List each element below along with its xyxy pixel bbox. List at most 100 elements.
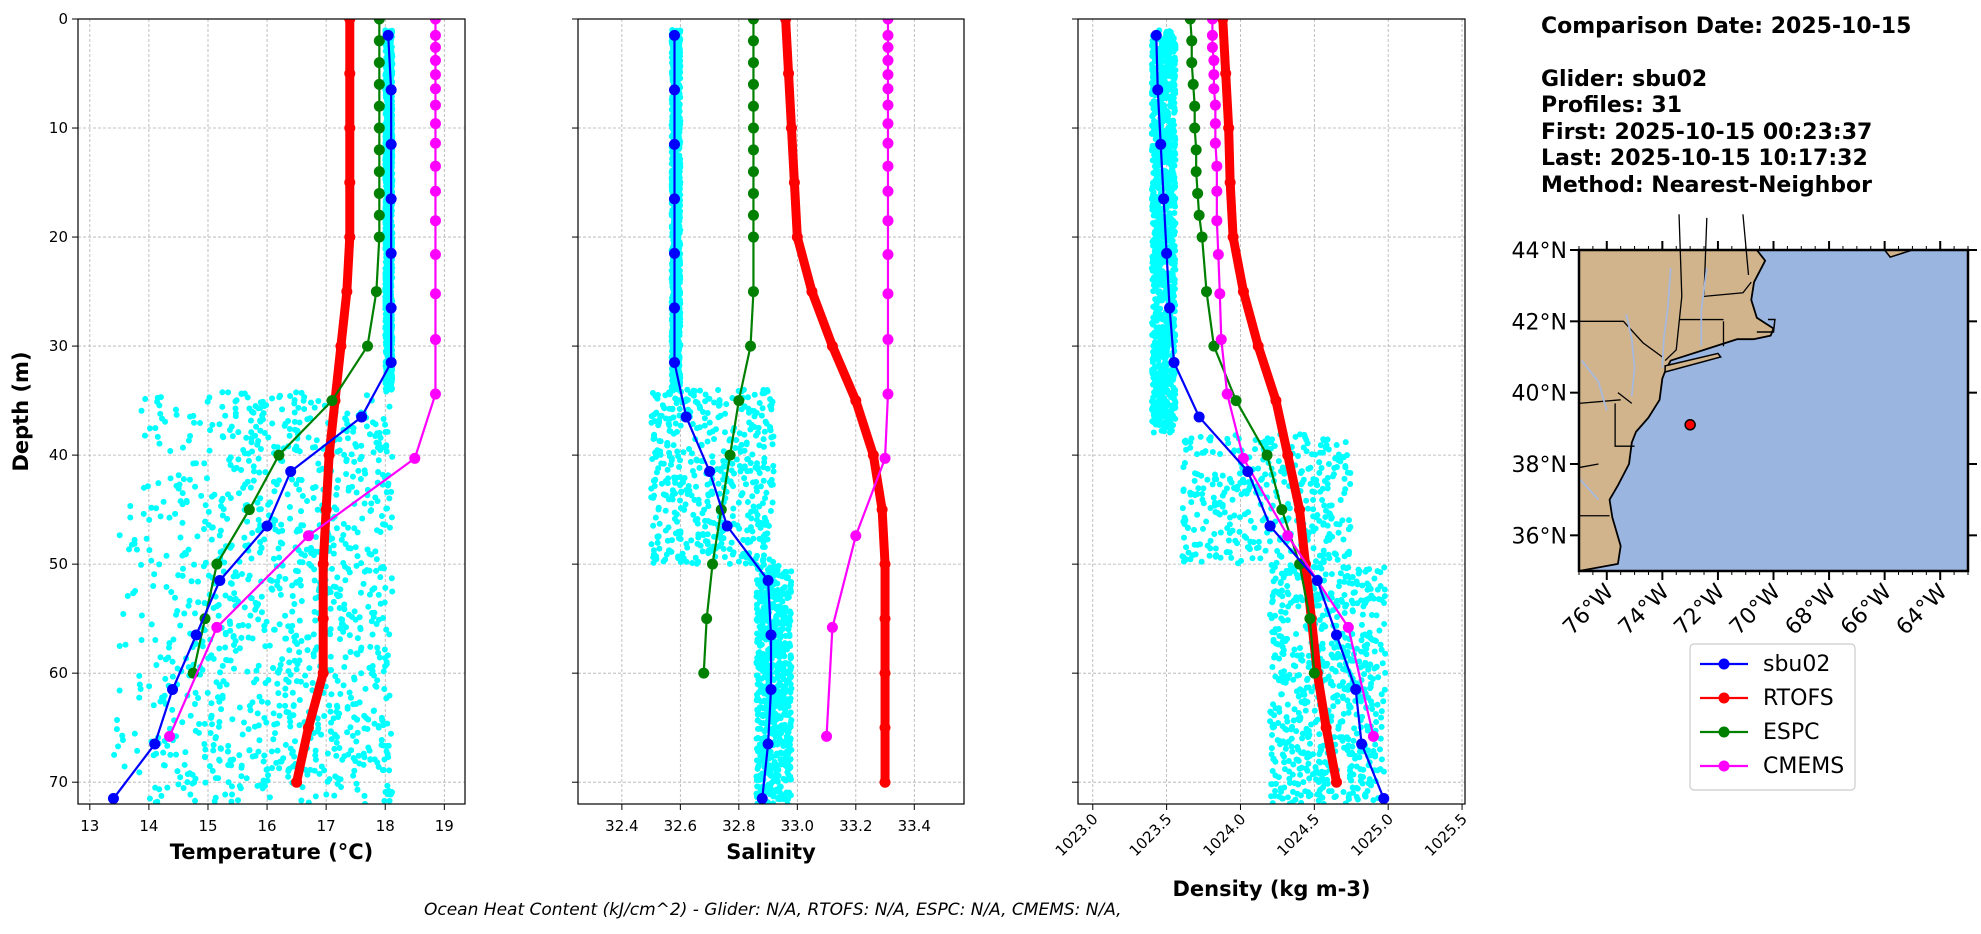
raw-point [372, 421, 379, 428]
raw-point [256, 506, 263, 513]
raw-point [287, 745, 294, 752]
x-tick-label: 18 [376, 817, 395, 835]
raw-point [386, 631, 393, 638]
series-point-cmems [429, 334, 441, 346]
series-point-rtofs [783, 68, 795, 80]
x-tick-label: 1024.5 [1273, 810, 1323, 860]
raw-point [691, 388, 698, 395]
series-point-cmems [429, 215, 441, 227]
raw-point [650, 551, 657, 558]
series-point-espc [747, 19, 759, 25]
raw-point [754, 429, 761, 436]
raw-point [225, 742, 232, 749]
raw-point [760, 556, 767, 563]
x-tick-label: 13 [80, 817, 99, 835]
raw-point [715, 387, 722, 394]
raw-point [1269, 768, 1276, 775]
x-tick-label: 33.0 [781, 817, 814, 835]
raw-point [126, 546, 133, 553]
raw-point [328, 719, 335, 726]
series-point-cmems [882, 137, 894, 149]
raw-point [1322, 571, 1329, 578]
raw-point [287, 515, 294, 522]
raw-point [120, 610, 127, 617]
raw-point [345, 611, 352, 618]
raw-point [206, 763, 213, 770]
raw-point [226, 618, 233, 625]
raw-point [232, 647, 239, 654]
raw-point [667, 461, 674, 468]
raw-point [358, 442, 365, 449]
raw-point [286, 503, 293, 510]
raw-point [704, 438, 711, 445]
raw-point [715, 480, 722, 487]
raw-point [175, 572, 182, 579]
series-point-sbu02 [356, 411, 368, 423]
raw-point [774, 620, 781, 627]
raw-point [361, 467, 368, 474]
raw-point [277, 539, 284, 546]
series-group [669, 19, 894, 804]
raw-point [156, 561, 163, 568]
raw-point [671, 378, 678, 385]
raw-point [204, 689, 211, 696]
raw-point [347, 545, 354, 552]
series-point-rtofs [341, 286, 353, 298]
raw-point [760, 618, 767, 625]
raw-point [269, 395, 276, 402]
raw-point [285, 623, 292, 630]
raw-point [384, 751, 391, 758]
raw-point [705, 547, 712, 554]
raw-point [380, 767, 387, 774]
series-point-cmems [429, 54, 441, 66]
raw-point [318, 731, 325, 738]
raw-point [355, 752, 362, 759]
series-point-sbu02 [385, 138, 397, 150]
raw-point [227, 627, 234, 634]
raw-point [220, 434, 227, 441]
raw-point [351, 767, 358, 774]
raw-point [651, 418, 658, 425]
raw-point [205, 508, 212, 515]
raw-point [282, 692, 289, 699]
raw-point [672, 479, 679, 486]
raw-point [383, 107, 390, 114]
raw-point [206, 447, 213, 454]
raw-point [365, 744, 372, 751]
raw-point [326, 702, 333, 709]
raw-point [676, 326, 683, 333]
raw-point [710, 519, 717, 526]
raw-point [152, 425, 159, 432]
raw-point [751, 413, 758, 420]
raw-point [779, 598, 786, 605]
raw-point [380, 615, 387, 622]
series-point-espc [745, 340, 757, 352]
raw-point [759, 500, 766, 507]
raw-point [222, 412, 229, 419]
raw-point [276, 585, 283, 592]
raw-point [177, 774, 184, 781]
raw-point [271, 626, 278, 633]
raw-point [767, 791, 774, 798]
series-point-sbu02 [385, 356, 397, 368]
raw-point [361, 500, 368, 507]
raw-point [133, 546, 140, 553]
raw-point [116, 643, 123, 650]
raw-point [197, 420, 204, 427]
raw-point [736, 525, 743, 532]
raw-point [743, 441, 750, 448]
raw-point [116, 687, 123, 694]
raw-point [205, 655, 212, 662]
raw-point [753, 488, 760, 495]
raw-point [676, 108, 683, 115]
raw-point [333, 739, 340, 746]
raw-point [289, 689, 296, 696]
raw-point [331, 731, 338, 738]
raw-point [222, 644, 229, 651]
raw-point [246, 405, 253, 412]
raw-point [352, 544, 359, 551]
raw-point [342, 624, 349, 631]
series-point-sbu02 [762, 574, 774, 586]
raw-point [257, 495, 264, 502]
raw-point [301, 393, 308, 400]
